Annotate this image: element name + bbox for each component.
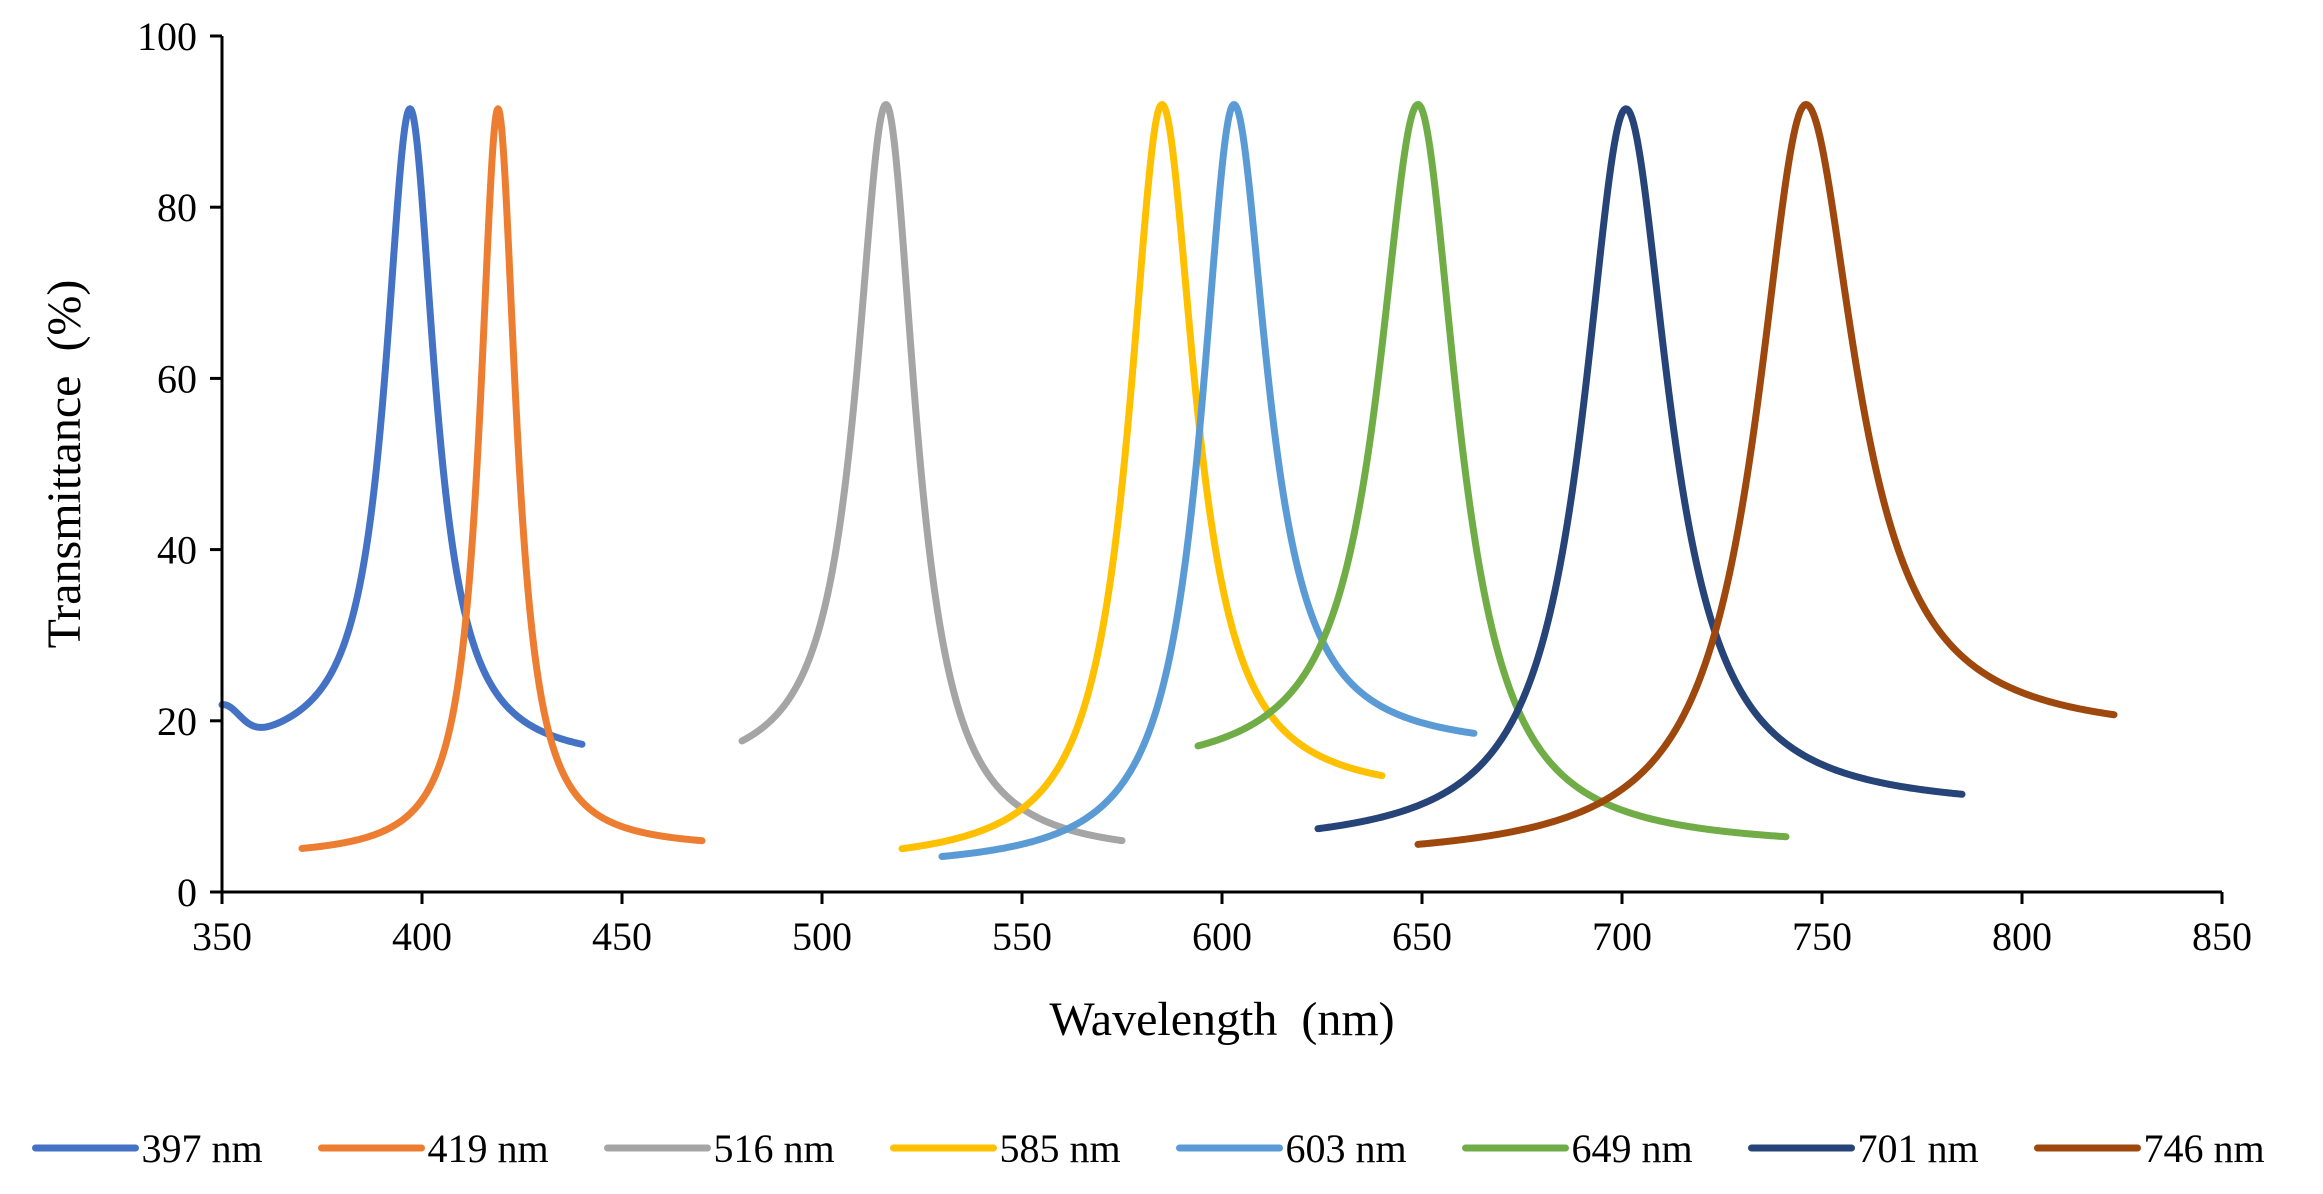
legend-label-397: 397 nm bbox=[142, 1126, 263, 1171]
x-tick-label-500: 500 bbox=[792, 914, 852, 959]
y-tick-label-0: 0 bbox=[177, 870, 197, 915]
series-layer bbox=[218, 100, 2118, 860]
y-tick-label-60: 60 bbox=[157, 356, 197, 401]
legend-label-585: 585 nm bbox=[1000, 1126, 1121, 1171]
series-line-649 bbox=[1194, 101, 1790, 841]
x-tick-label-550: 550 bbox=[992, 914, 1052, 959]
series-line-603 bbox=[938, 101, 1478, 860]
x-tick-label-700: 700 bbox=[1592, 914, 1652, 959]
legend: 397 nm 419 nm 516 nm 585 nm 603 nm 649 nm 701 … bbox=[32, 1126, 2265, 1171]
series-line-585 bbox=[898, 101, 1386, 853]
legend-label-701: 701 nm bbox=[1858, 1126, 1979, 1171]
legend-label-419: 419 nm bbox=[428, 1126, 549, 1171]
legend-label-746: 746 nm bbox=[2144, 1126, 2265, 1171]
legend-label-603: 603 nm bbox=[1286, 1126, 1407, 1171]
x-tick-label-800: 800 bbox=[1992, 914, 2052, 959]
x-tick-label-750: 750 bbox=[1792, 914, 1852, 959]
y-axis-title: Transmittance (%) bbox=[38, 280, 91, 649]
ticks-layer: 350 400 450 500 550 600 650 700 750 800 850 0 20 40 60… bbox=[137, 14, 2252, 959]
x-tick-label-450: 450 bbox=[592, 914, 652, 959]
legend-label-516: 516 nm bbox=[714, 1126, 835, 1171]
y-tick-label-20: 20 bbox=[157, 699, 197, 744]
y-tick-label-80: 80 bbox=[157, 185, 197, 230]
series-line-419 bbox=[298, 105, 706, 852]
y-tick-label-40: 40 bbox=[157, 528, 197, 573]
x-tick-label-600: 600 bbox=[1192, 914, 1252, 959]
series-line-516 bbox=[738, 101, 1126, 845]
series-line-746 bbox=[1414, 100, 2118, 848]
series-line-701 bbox=[1314, 105, 1966, 833]
x-axis-title: Wavelength (nm) bbox=[1049, 993, 1394, 1046]
x-tick-label-400: 400 bbox=[392, 914, 452, 959]
x-tick-label-650: 650 bbox=[1392, 914, 1452, 959]
y-tick-label-100: 100 bbox=[137, 14, 197, 59]
series-line-397 bbox=[218, 105, 586, 748]
x-tick-label-850: 850 bbox=[2192, 914, 2252, 959]
x-tick-label-350: 350 bbox=[192, 914, 252, 959]
legend-label-649: 649 nm bbox=[1572, 1126, 1693, 1171]
